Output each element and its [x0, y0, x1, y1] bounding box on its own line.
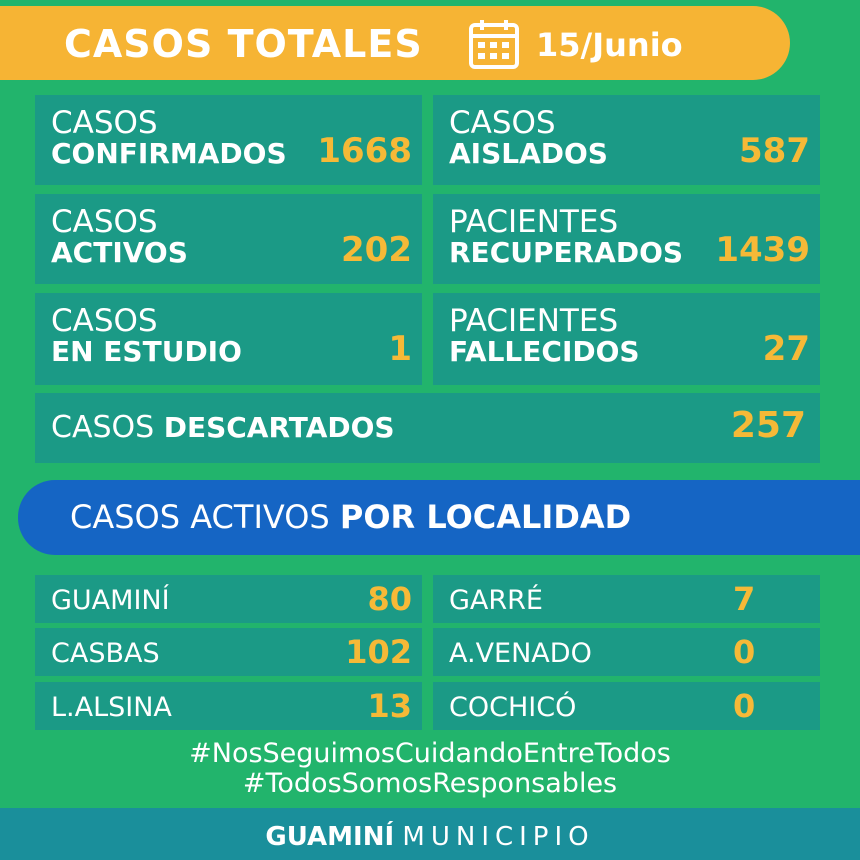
stat-prefix: CASOS — [51, 204, 158, 240]
localidad-title-bold: POR LOCALIDAD — [339, 498, 632, 536]
stat-value: 1 — [388, 329, 412, 369]
localidad-value: 80 — [367, 580, 412, 618]
stat-prefix: CASOS — [51, 303, 158, 339]
localidad-value: 0 — [733, 687, 756, 725]
stat-box: PACIENTES FALLECIDOS 27 — [433, 293, 820, 385]
stat-label: FALLECIDOS — [449, 335, 640, 368]
header-banner — [0, 6, 790, 80]
stat-prefix: PACIENTES — [449, 204, 619, 240]
stat-value: 587 — [739, 131, 810, 171]
stat-prefix: CASOS — [449, 105, 556, 141]
localidad-row: GUAMINÍ 80 — [35, 575, 422, 623]
calendar-icon — [469, 20, 519, 69]
localidad-row: GARRÉ 7 — [433, 575, 820, 623]
stat-box: CASOS AISLADOS 587 — [433, 95, 820, 185]
stat-label: RECUPERADOS — [449, 236, 684, 269]
stat-prefix: CASOS — [51, 105, 158, 141]
localidad-name: A.VENADO — [449, 638, 592, 669]
stat-prefix: PACIENTES — [449, 303, 619, 339]
discarded-text: DESCARTADOS — [163, 411, 395, 444]
localidad-row: A.VENADO 0 — [433, 628, 820, 676]
localidad-title-light: CASOS ACTIVOS — [70, 498, 330, 536]
stat-box: CASOS CONFIRMADOS 1668 — [35, 95, 422, 185]
localidad-value: 13 — [367, 687, 412, 725]
localidad-value: 7 — [733, 580, 756, 618]
hashtag: #TodosSomosResponsables — [242, 768, 618, 799]
localidad-name: GARRÉ — [449, 585, 543, 616]
stat-box: CASOS EN ESTUDIO 1 — [35, 293, 422, 385]
header-title: CASOS TOTALES — [64, 22, 423, 66]
hashtag: #NosSeguimosCuidandoEntreTodos — [189, 738, 671, 769]
localidad-row: L.ALSINA 13 — [35, 682, 422, 730]
localidad-name: COCHICÓ — [449, 692, 577, 723]
localidad-row: COCHICÓ 0 — [433, 682, 820, 730]
localidad-name: L.ALSINA — [51, 692, 172, 723]
discarded-value: 257 — [730, 405, 806, 446]
stat-value: 202 — [341, 230, 412, 270]
discarded-label: CASOS DESCARTADOS — [51, 410, 395, 445]
localidad-name: GUAMINÍ — [51, 585, 170, 616]
discarded-prefix: CASOS — [51, 410, 155, 445]
localidad-value: 0 — [733, 633, 756, 671]
stat-label: CONFIRMADOS — [51, 137, 287, 170]
localidad-title: CASOS ACTIVOS POR LOCALIDAD — [70, 498, 631, 536]
stat-value: 1668 — [317, 131, 412, 171]
footer-light: MUNICIPIO — [402, 822, 595, 852]
stat-value: 27 — [762, 329, 810, 369]
localidad-row: CASBAS 102 — [35, 628, 422, 676]
footer: GUAMINÍ MUNICIPIO — [0, 808, 860, 860]
stat-box: PACIENTES RECUPERADOS 1439 — [433, 194, 820, 284]
stat-value: 1439 — [715, 230, 810, 270]
stat-label: EN ESTUDIO — [51, 335, 242, 368]
localidad-name: CASBAS — [51, 638, 160, 669]
stat-label: ACTIVOS — [51, 236, 188, 269]
stat-label: AISLADOS — [449, 137, 608, 170]
localidad-banner — [18, 480, 860, 555]
stat-box: CASOS ACTIVOS 202 — [35, 194, 422, 284]
localidad-value: 102 — [345, 633, 412, 671]
footer-bold: GUAMINÍ — [265, 822, 395, 852]
header-date: 15/Junio — [536, 26, 683, 64]
discarded-box: CASOS DESCARTADOS 257 — [35, 393, 820, 463]
